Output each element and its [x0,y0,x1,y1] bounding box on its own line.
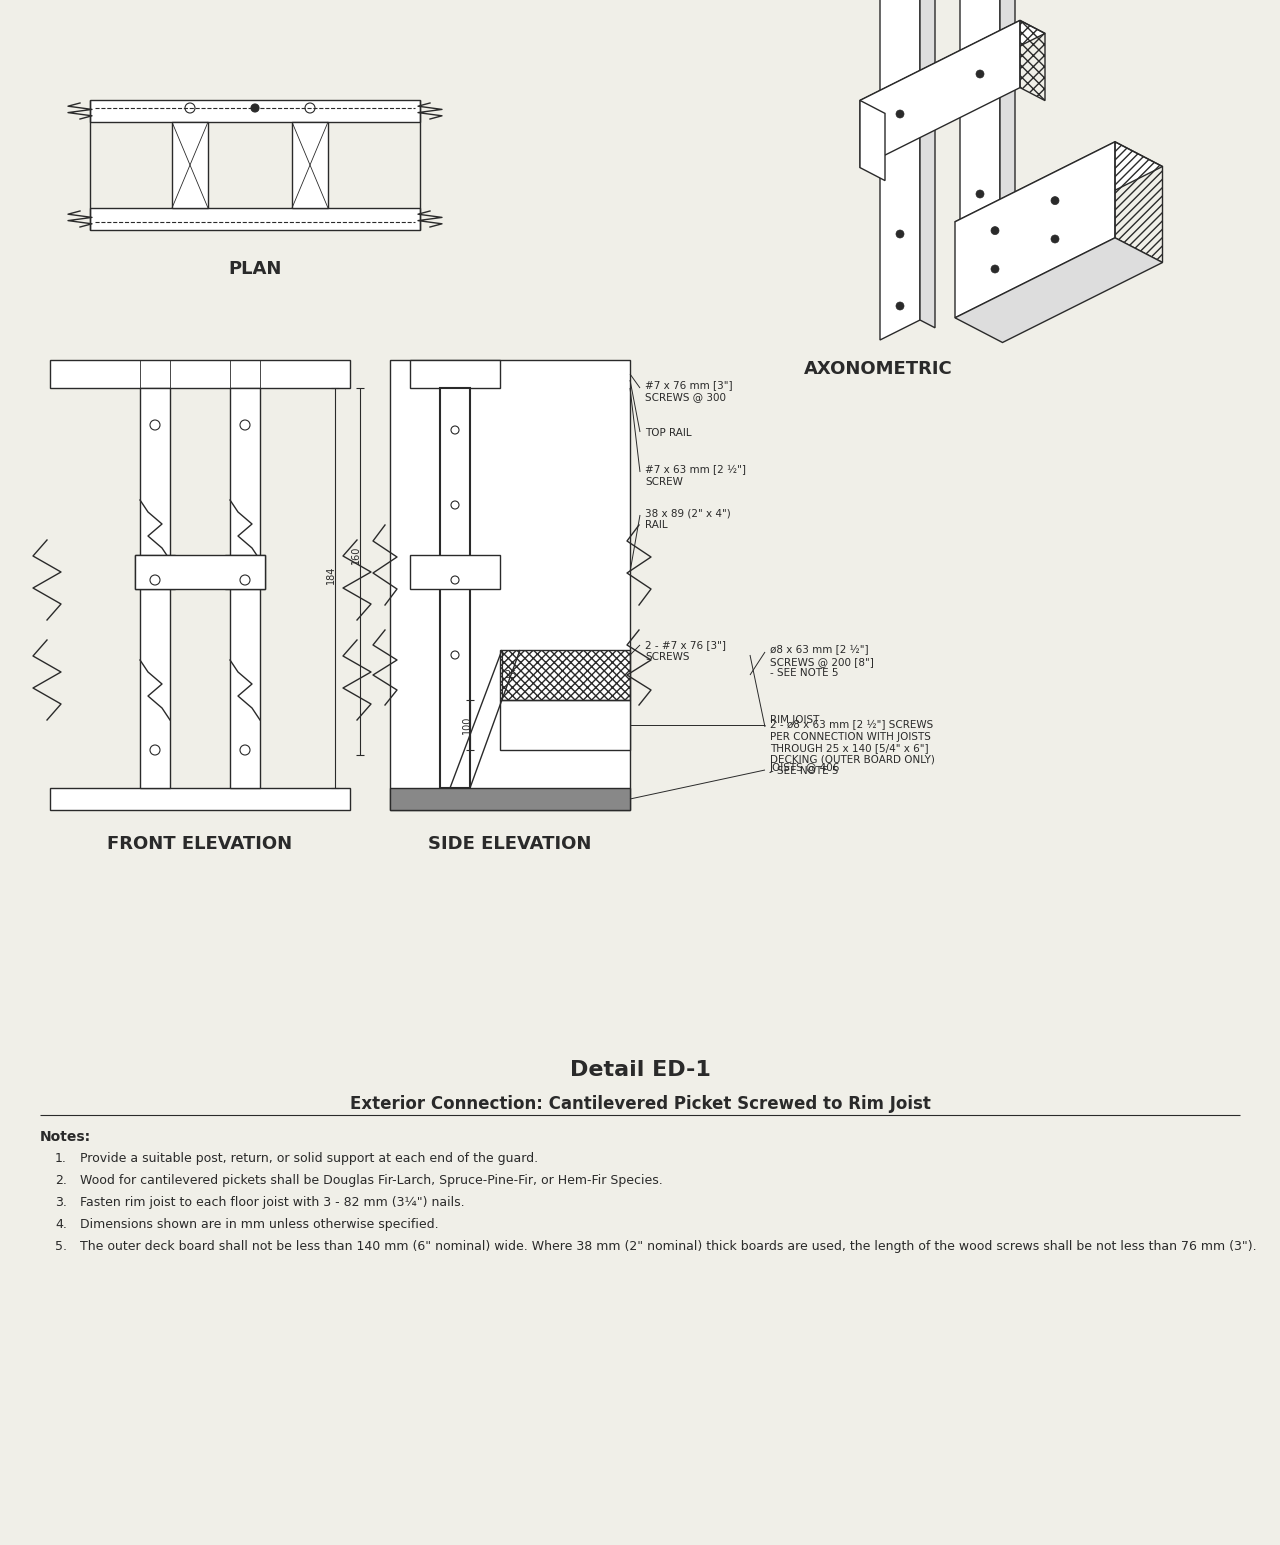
Polygon shape [860,20,1044,113]
Text: Provide a suitable post, return, or solid support at each end of the guard.: Provide a suitable post, return, or soli… [79,1153,538,1165]
Bar [390,788,630,810]
Text: JOISTS @ 406: JOISTS @ 406 [771,763,841,772]
Text: 184: 184 [326,565,335,584]
Circle shape [977,70,984,77]
Polygon shape [881,0,920,340]
Bar [225,555,265,589]
Bar [50,360,349,388]
Text: 1.: 1. [55,1153,67,1165]
Text: FRONT ELEVATION: FRONT ELEVATION [108,834,293,853]
Bar [500,700,630,749]
Text: Detail ED-1: Detail ED-1 [570,1060,710,1080]
Bar [90,209,420,230]
Text: Fasten rim joist to each floor joist with 3 - 82 mm (3¼") nails.: Fasten rim joist to each floor joist wit… [79,1196,465,1210]
Text: RIM JOIST: RIM JOIST [771,715,819,725]
Circle shape [1051,235,1059,243]
Bar [172,122,207,209]
Text: SIDE ELEVATION: SIDE ELEVATION [429,834,591,853]
Text: Wood for cantilevered pickets shall be Douglas Fir-Larch, Spruce-Pine-Fir, or He: Wood for cantilevered pickets shall be D… [79,1174,663,1187]
Circle shape [896,301,904,311]
Text: 100: 100 [462,715,472,734]
Circle shape [896,110,904,117]
Text: 3.: 3. [55,1196,67,1210]
Text: 4.: 4. [55,1217,67,1231]
Polygon shape [860,100,884,181]
Bar [292,122,328,209]
Circle shape [896,230,904,238]
Text: Dimensions shown are in mm unless otherwise specified.: Dimensions shown are in mm unless otherw… [79,1217,439,1231]
Polygon shape [920,0,934,328]
Text: 2 - ø8 x 63 mm [2 ½"] SCREWS
PER CONNECTION WITH JOISTS
THROUGH 25 x 140 [5/4" x: 2 - ø8 x 63 mm [2 ½"] SCREWS PER CONNECT… [771,720,934,777]
Text: 25: 25 [504,671,517,680]
Text: 2 - #7 x 76 [3"]
SCREWS: 2 - #7 x 76 [3"] SCREWS [645,640,726,661]
Circle shape [991,266,998,273]
Polygon shape [955,142,1115,318]
Text: TOP RAIL: TOP RAIL [645,428,691,437]
Text: 2.: 2. [55,1174,67,1187]
Text: Exterior Connection: Cantilevered Picket Screwed to Rim Joist: Exterior Connection: Cantilevered Picket… [349,1095,931,1112]
Circle shape [991,227,998,235]
Text: PLAN: PLAN [228,260,282,278]
Bar [50,788,349,810]
Polygon shape [960,0,1000,300]
Text: 38 x 89 (2" x 4")
RAIL: 38 x 89 (2" x 4") RAIL [645,508,731,530]
Text: #7 x 63 mm [2 ½"]
SCREW: #7 x 63 mm [2 ½"] SCREW [645,465,746,487]
Bar [90,100,420,122]
Text: 160: 160 [351,545,361,564]
Text: #7 x 76 mm [3"]
SCREWS @ 300: #7 x 76 mm [3"] SCREWS @ 300 [645,380,732,402]
Circle shape [977,190,984,198]
Bar [140,388,170,788]
Bar [410,555,500,589]
Polygon shape [955,238,1162,343]
Bar [440,388,470,788]
Polygon shape [860,20,1020,167]
Bar [230,388,260,788]
Bar [500,650,630,700]
Circle shape [1051,196,1059,204]
Text: Notes:: Notes: [40,1129,91,1143]
Bar [410,360,500,388]
Text: ø8 x 63 mm [2 ½"]
SCREWS @ 200 [8"]
- SEE NOTE 5: ø8 x 63 mm [2 ½"] SCREWS @ 200 [8"] - SE… [771,644,874,678]
Bar [390,360,630,810]
Text: AXONOMETRIC: AXONOMETRIC [804,360,954,377]
Polygon shape [955,142,1162,247]
Polygon shape [1000,0,1015,287]
Text: 5.: 5. [55,1241,67,1253]
Circle shape [251,104,259,111]
Text: The outer deck board shall not be less than 140 mm (6" nominal) wide. Where 38 m: The outer deck board shall not be less t… [79,1241,1257,1253]
Bar [134,555,175,589]
Bar [134,555,265,589]
